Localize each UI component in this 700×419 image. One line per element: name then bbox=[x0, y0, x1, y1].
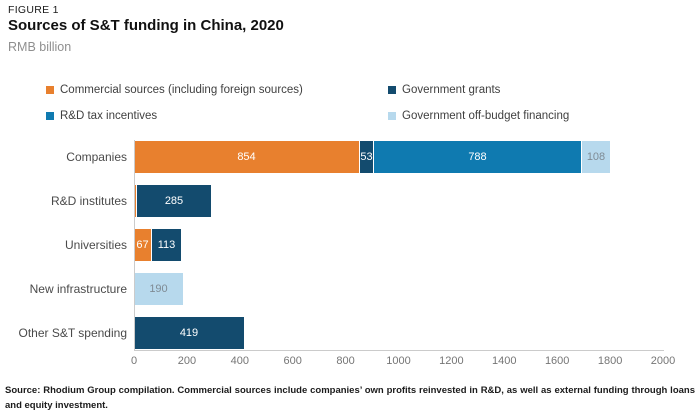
legend-item: Government grants bbox=[388, 84, 500, 96]
legend-label: Government off-budget financing bbox=[402, 110, 570, 122]
category-label: New infrastructure bbox=[29, 282, 127, 296]
legend-label: Commercial sources (including foreign so… bbox=[60, 84, 303, 96]
bar-value-label: 419 bbox=[179, 326, 199, 339]
legend-swatch bbox=[46, 86, 54, 94]
x-tick-label: 200 bbox=[177, 355, 197, 367]
bar-segment: 113 bbox=[152, 229, 182, 261]
source-note: Source: Rhodium Group compilation. Comme… bbox=[5, 385, 695, 411]
x-tick-label: 2000 bbox=[650, 355, 676, 367]
bar-value-label: 113 bbox=[157, 238, 176, 251]
legend-swatch bbox=[46, 112, 54, 120]
x-tick-label: 400 bbox=[230, 355, 249, 367]
x-tick-label: 1600 bbox=[544, 355, 570, 367]
legend-item: R&D tax incentives bbox=[46, 110, 157, 122]
bar-segment: 788 bbox=[374, 141, 582, 173]
bar-value-label: 67 bbox=[136, 238, 149, 251]
figure-label: FIGURE 1 bbox=[8, 4, 59, 16]
chart-subtitle: RMB billion bbox=[8, 40, 72, 54]
x-tick-label: 800 bbox=[336, 355, 355, 367]
bar-row: 419 bbox=[134, 317, 245, 349]
bar-value-label: 854 bbox=[237, 150, 256, 163]
legend-label: Government grants bbox=[402, 84, 501, 96]
x-tick-label: 600 bbox=[283, 355, 302, 367]
bar-segment: 285 bbox=[137, 185, 212, 217]
bar-value-label: 108 bbox=[586, 150, 606, 163]
x-tick-label: 1200 bbox=[439, 355, 464, 367]
bar-segment: 419 bbox=[134, 317, 245, 349]
bar-segment bbox=[134, 185, 137, 217]
bar-segment: 190 bbox=[134, 273, 184, 305]
chart-title: Sources of S&T funding in China, 2020 bbox=[8, 17, 284, 34]
bar-row: 190 bbox=[134, 273, 184, 305]
legend-swatch bbox=[388, 86, 396, 94]
bar-value-label: 285 bbox=[164, 194, 184, 207]
category-label: R&D institutes bbox=[50, 194, 127, 208]
bar-segment: 67 bbox=[134, 229, 152, 261]
bar-value-label: 788 bbox=[468, 150, 487, 163]
bar-segment: 854 bbox=[134, 141, 360, 173]
bar-row: 285 bbox=[134, 185, 212, 217]
legend-item: Commercial sources (including foreign so… bbox=[46, 84, 303, 96]
bar-row: 67 113 bbox=[134, 229, 182, 261]
bar-segment: 108 bbox=[582, 141, 611, 173]
x-tick-label: 0 bbox=[130, 355, 138, 367]
y-axis-line bbox=[134, 140, 135, 351]
bar-segment: 53 bbox=[360, 141, 374, 173]
category-label: Universities bbox=[64, 238, 127, 252]
x-axis-line bbox=[134, 350, 664, 351]
bar-value-label: 190 bbox=[149, 282, 168, 295]
legend-item: Government off-budget financing bbox=[388, 110, 569, 122]
category-label: Other S&T spending bbox=[18, 326, 127, 340]
category-label: Companies bbox=[66, 150, 127, 164]
x-tick-label: 1000 bbox=[386, 355, 411, 367]
legend-swatch bbox=[388, 112, 396, 120]
bar-value-label: 53 bbox=[360, 150, 373, 163]
x-tick-label: 1800 bbox=[597, 355, 623, 367]
bar-row: 854 53 788 108 bbox=[134, 141, 611, 173]
x-tick-label: 1400 bbox=[492, 355, 517, 367]
legend-label: R&D tax incentives bbox=[60, 110, 158, 122]
